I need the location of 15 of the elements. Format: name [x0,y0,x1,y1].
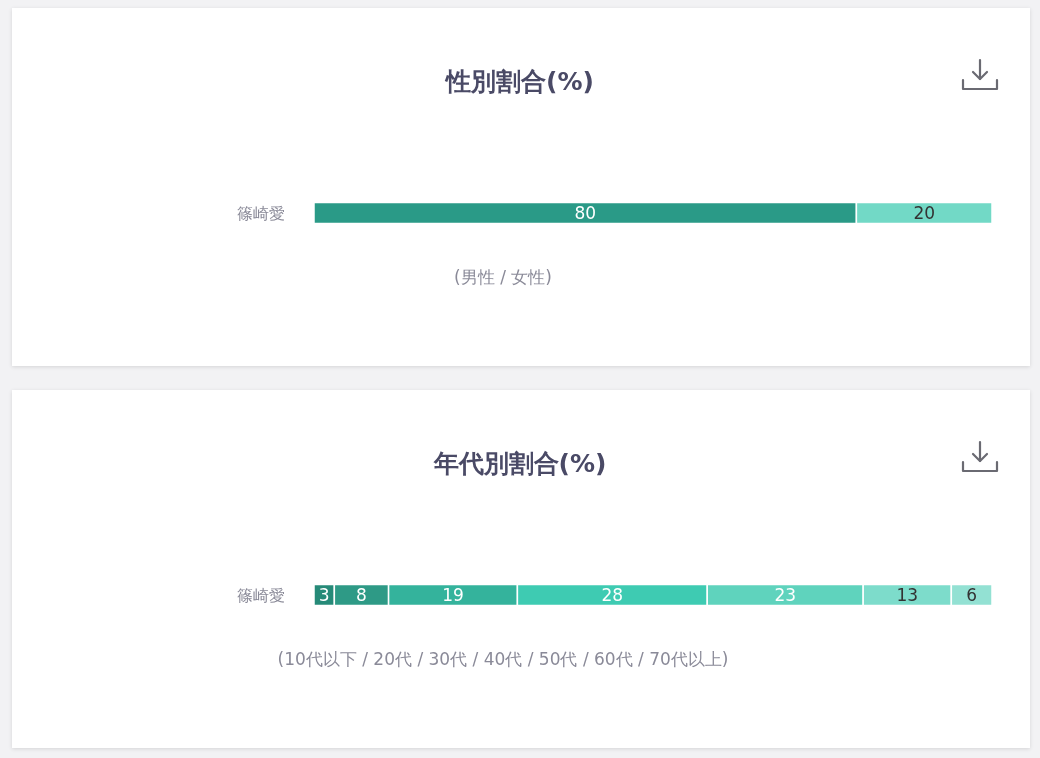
data-label: 80 [574,203,597,223]
data-label: 8 [356,585,367,605]
data-label: 13 [896,585,919,605]
x-axis-title: (10代以下 / 20代 / 30代 / 40代 / 50代 / 60代 / 70代以上) [277,649,729,669]
data-label: 19 [442,585,464,605]
data-label: 23 [774,585,797,605]
x-axis-title: (男性 / 女性) [454,267,552,287]
chart-title: 年代別割合(%) [432,448,607,478]
data-label: 3 [318,585,330,605]
data-label: 6 [966,585,978,605]
data-label: 28 [601,585,624,605]
y-tick-label: 篠崎愛 [237,203,285,223]
chart-title: 性別割合(%) [444,66,594,96]
data-label: 20 [913,203,936,223]
y-tick-label: 篠崎愛 [237,585,285,605]
